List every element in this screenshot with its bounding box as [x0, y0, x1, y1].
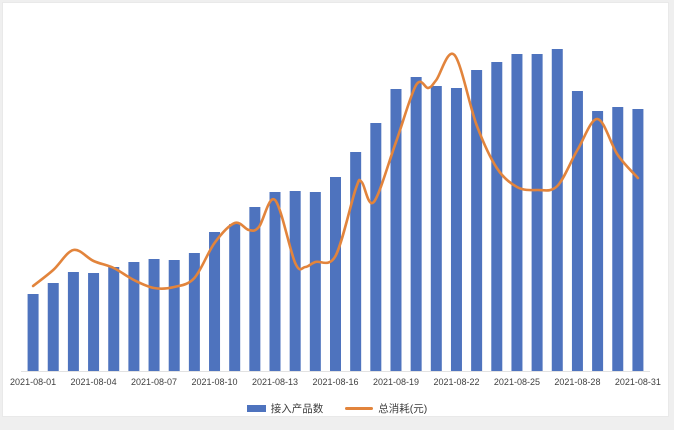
x-axis-label-2021-08-22: 2021-08-22	[433, 377, 479, 387]
x-axis-label-2021-08-19: 2021-08-19	[373, 377, 419, 387]
x-axis-label-2021-08-25: 2021-08-25	[494, 377, 540, 387]
bar-2021-08-16	[330, 177, 341, 371]
bar-2021-08-26	[531, 54, 543, 371]
bar-2021-08-25	[511, 54, 523, 371]
x-axis-label-2021-08-28: 2021-08-28	[554, 377, 600, 387]
bar-2021-08-18	[370, 123, 382, 371]
bar-2021-08-07	[148, 259, 160, 371]
bar-2021-08-21	[430, 86, 442, 371]
bar-2021-08-20	[410, 77, 422, 371]
legend-label-bar-series: 接入产品数	[270, 403, 324, 415]
x-axis-label-2021-08-01: 2021-08-01	[10, 377, 56, 387]
bar-2021-08-01	[27, 294, 39, 371]
bar-2021-08-13	[269, 192, 281, 371]
bar-2021-08-23	[471, 70, 483, 371]
bar-2021-08-10	[209, 232, 221, 371]
legend-label-line-series: 总消耗(元)	[378, 403, 428, 415]
bar-2021-08-31	[632, 109, 644, 371]
line-series-swatch-icon	[345, 407, 374, 410]
bar-2021-08-27	[551, 49, 563, 371]
x-axis-label-2021-08-04: 2021-08-04	[71, 377, 117, 387]
bar-2021-08-29	[592, 111, 604, 371]
bar-2021-08-17	[350, 152, 362, 371]
legend-item-line-series: 总消耗(元)	[345, 401, 427, 416]
legend-item-bar-series: 接入产品数	[246, 401, 324, 416]
x-axis-label-2021-08-16: 2021-08-16	[312, 377, 358, 387]
x-axis-label-2021-08-10: 2021-08-10	[192, 377, 238, 387]
bar-2021-08-24	[491, 62, 503, 371]
bar-series-swatch-icon	[246, 405, 266, 412]
bar-2021-08-15	[309, 192, 321, 371]
bar-2021-08-05	[108, 267, 120, 371]
bar-2021-08-28	[571, 91, 583, 371]
bar-2021-08-02	[47, 283, 59, 371]
bar-2021-08-30	[612, 107, 624, 371]
bar-2021-08-22	[450, 88, 462, 371]
bar-2021-08-08	[168, 260, 180, 371]
bar-2021-08-06	[128, 262, 140, 371]
bar-2021-08-03	[67, 272, 79, 371]
x-axis-label-2021-08-13: 2021-08-13	[252, 377, 298, 387]
bar-2021-08-09	[188, 253, 200, 371]
bar-2021-08-04	[88, 273, 100, 371]
x-axis-label-2021-08-31: 2021-08-31	[615, 377, 661, 387]
bar-2021-08-14	[289, 191, 301, 371]
consumption-line	[31, 52, 640, 290]
chart-legend: 接入产品数 总消耗(元)	[0, 401, 674, 416]
bar-2021-08-11	[229, 224, 241, 371]
x-axis-label-2021-08-07: 2021-08-07	[131, 377, 177, 387]
bar-2021-08-19	[390, 89, 402, 371]
bar-2021-08-12	[249, 207, 261, 371]
